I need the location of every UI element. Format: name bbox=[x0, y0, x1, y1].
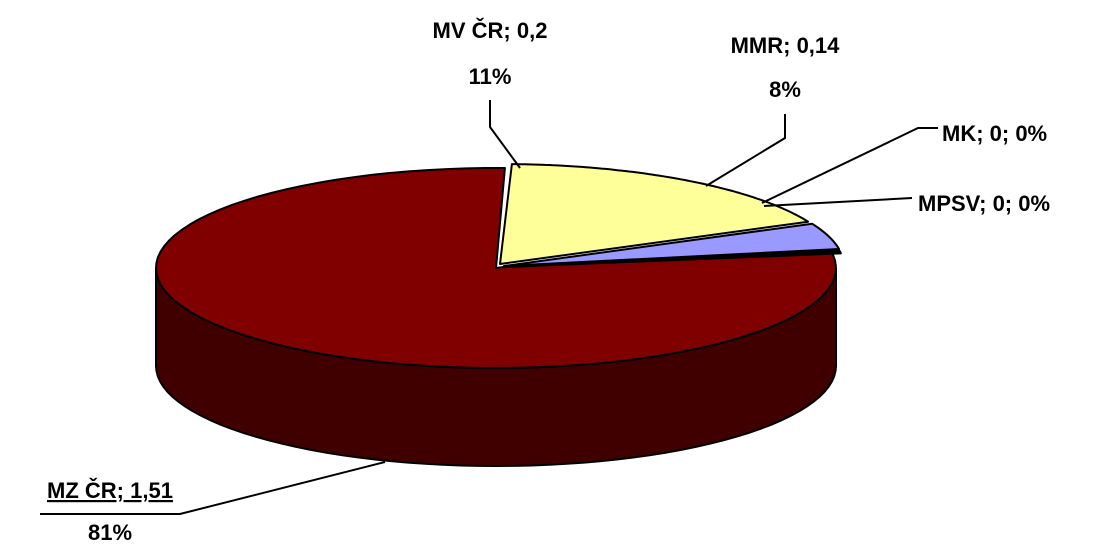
slice-top-mv-cr bbox=[499, 163, 810, 265]
leader-line-mv-cr bbox=[489, 100, 521, 169]
leader-line-mmr bbox=[705, 114, 786, 187]
slice-percent-mmr: 8% bbox=[769, 77, 801, 102]
leader-line-mz-cr bbox=[40, 461, 386, 515]
slice-top-mmr bbox=[503, 222, 840, 267]
slice-top-mz-cr bbox=[155, 167, 837, 369]
pie-tops bbox=[155, 163, 842, 369]
slice-label-mv-cr: MV ČR; 0,2 bbox=[433, 18, 548, 43]
leader-lines bbox=[40, 100, 938, 515]
slice-percent-mz-cr: 81% bbox=[88, 520, 132, 545]
leader-line-mk bbox=[761, 127, 938, 204]
leader-line-mpsv bbox=[763, 197, 913, 207]
slice-label-mpsv: MPSV; 0; 0% bbox=[918, 191, 1050, 216]
slice-label-mk: MK; 0; 0% bbox=[942, 121, 1047, 146]
slice-label-mz-cr: MZ ČR; 1,51 bbox=[47, 478, 173, 503]
slice-label-mmr: MMR; 0,14 bbox=[731, 33, 841, 58]
slice-top-mpsv bbox=[503, 251, 842, 268]
slice-percent-mv-cr: 11% bbox=[469, 64, 512, 89]
